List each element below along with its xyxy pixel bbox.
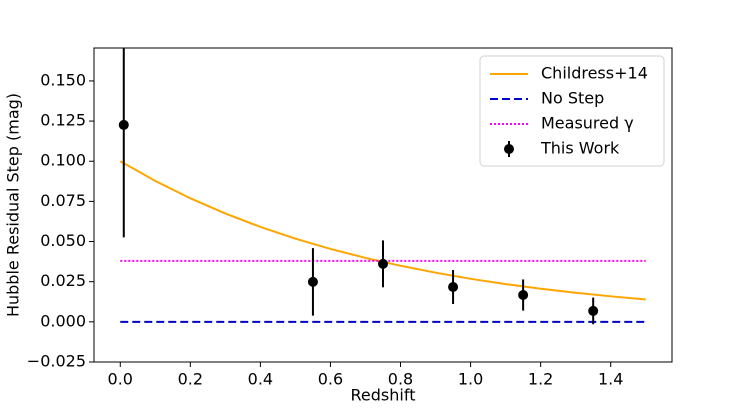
data-point	[307, 276, 318, 287]
x-tick-label: 1.4	[598, 370, 623, 389]
y-tick-label: 0.100	[40, 151, 86, 170]
plot-frame	[93, 47, 673, 363]
x-tick-label: 0.2	[178, 370, 203, 389]
legend-swatch	[504, 144, 514, 154]
data-point	[378, 258, 388, 269]
x-tick-label: 0.4	[248, 370, 273, 389]
y-tick-label: −0.025	[27, 352, 86, 371]
plot-content	[118, 48, 646, 325]
data-point	[518, 290, 529, 301]
x-tick-label: 0.0	[108, 370, 133, 389]
y-tick-label: 0.125	[40, 111, 86, 130]
x-tick-label: 0.8	[388, 370, 413, 389]
x-axis-label: Redshift	[351, 386, 416, 405]
data-point	[118, 119, 129, 130]
x-tick-label: 1.2	[528, 370, 553, 389]
legend-box	[479, 55, 665, 167]
y-axis-label: Hubble Residual Step (mag)	[4, 93, 23, 317]
x-tick-label: 0.6	[318, 370, 343, 389]
y-tick-label: 0.025	[40, 271, 86, 290]
data-point	[588, 305, 599, 316]
legend-label: Childress+14	[541, 64, 648, 83]
data-point	[448, 281, 459, 292]
y-tick-label: 0.150	[40, 70, 86, 89]
legend-label: No Step	[541, 89, 604, 108]
legend-label: Measured γ	[541, 114, 634, 133]
x-tick-label: 1.0	[458, 370, 483, 389]
y-tick-label: 0.075	[40, 191, 86, 210]
y-tick-label: 0.050	[40, 231, 86, 250]
legend-label: This Work	[540, 139, 620, 158]
y-tick-label: 0.000	[40, 311, 86, 330]
